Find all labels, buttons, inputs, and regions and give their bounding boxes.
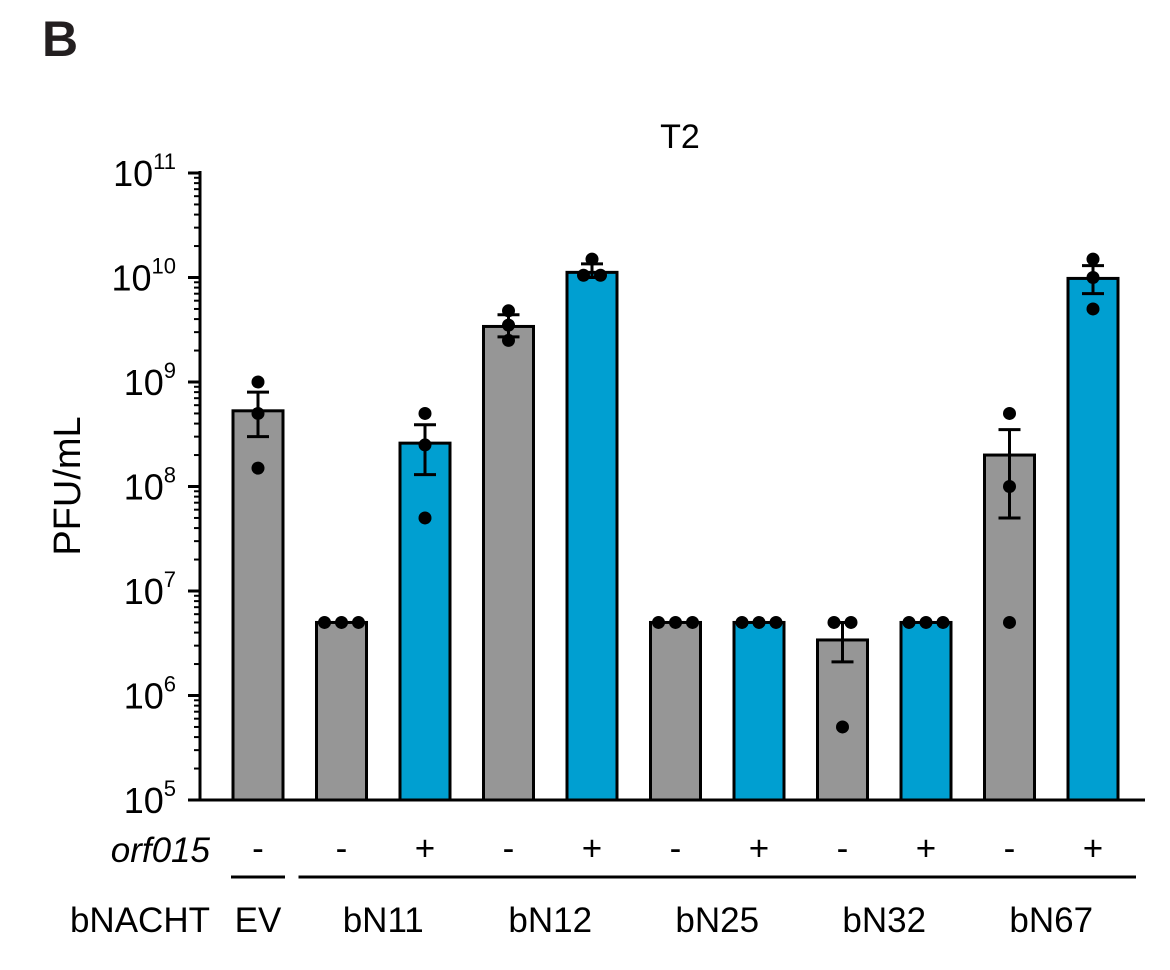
orf015-sign: + — [415, 829, 435, 868]
bar — [565, 270, 619, 802]
data-point — [502, 333, 515, 347]
y-tick-label: 1011 — [113, 149, 176, 194]
group-row-label: bNACHT — [70, 901, 210, 940]
axes — [198, 171, 1145, 802]
y-axis-label: PFU/mL — [47, 416, 89, 555]
y-tick-label: 109 — [124, 358, 176, 403]
bars — [231, 252, 1120, 802]
y-tick-label: 105 — [124, 776, 176, 821]
data-point — [836, 720, 849, 734]
data-point — [251, 375, 265, 389]
bar — [732, 620, 786, 802]
group-label: bN25 — [675, 901, 759, 940]
y-tick-label: 106 — [124, 672, 176, 717]
orf015-sign: + — [1083, 829, 1103, 868]
orf015-sign: + — [749, 829, 769, 868]
group-labels: EV bN11 bN12 bN25 bN32 bN67 — [231, 875, 1136, 940]
data-point — [418, 511, 432, 525]
group-label: EV — [235, 901, 282, 940]
orf015-signs: - - + - + - + - + - + — [252, 829, 1103, 868]
group-label: bN32 — [842, 901, 926, 940]
bar — [398, 441, 452, 802]
data-point — [902, 615, 916, 629]
data-point — [1086, 271, 1100, 284]
bar — [231, 409, 285, 802]
orf015-sign: + — [582, 829, 602, 868]
bar — [816, 638, 869, 802]
data-point — [936, 615, 950, 629]
data-point — [577, 268, 590, 282]
data-point — [1003, 615, 1016, 629]
data-point — [1086, 252, 1100, 266]
data-point — [251, 406, 265, 420]
orf015-sign: - — [670, 829, 682, 868]
data-point — [585, 252, 599, 266]
chart-title: T2 — [660, 118, 700, 156]
orf015-sign: + — [916, 829, 936, 868]
data-point — [418, 438, 432, 452]
data-point — [502, 318, 515, 332]
data-point — [652, 615, 665, 629]
y-tick-label: 107 — [124, 567, 176, 612]
data-point — [318, 615, 331, 629]
data-point — [352, 615, 365, 629]
bar — [899, 620, 953, 802]
orf015-sign: - — [837, 829, 849, 868]
data-point — [919, 615, 933, 629]
bar — [315, 620, 368, 802]
data-point — [418, 406, 432, 420]
orf015-sign: - — [503, 829, 515, 868]
panel-label: B — [42, 11, 78, 67]
y-tick-label: 108 — [124, 463, 176, 508]
data-point — [335, 615, 348, 629]
data-point — [686, 615, 699, 629]
group-label: bN12 — [508, 901, 592, 940]
orf015-sign: - — [1004, 829, 1016, 868]
data-point — [669, 615, 682, 629]
data-point — [1003, 480, 1016, 493]
orf015-sign: - — [336, 829, 348, 868]
data-point — [769, 615, 783, 629]
data-point — [735, 615, 749, 629]
data-point — [502, 304, 515, 318]
orf-row-label: orf015 — [111, 831, 211, 870]
bar — [649, 620, 702, 802]
data-point — [844, 615, 858, 629]
data-point — [594, 268, 607, 282]
data-point — [827, 615, 841, 629]
data-point — [1086, 302, 1100, 316]
y-tick-label: 1010 — [111, 254, 176, 299]
data-point — [1003, 406, 1016, 420]
bar — [482, 324, 535, 802]
data-point — [752, 615, 766, 629]
orf015-sign: - — [252, 829, 264, 868]
data-point — [251, 461, 265, 475]
bar — [1066, 276, 1120, 802]
y-axis-ticks: 105 106 107 108 109 1010 1011 — [111, 149, 200, 821]
group-label: bN11 — [343, 901, 424, 940]
group-label: bN67 — [1009, 901, 1093, 940]
